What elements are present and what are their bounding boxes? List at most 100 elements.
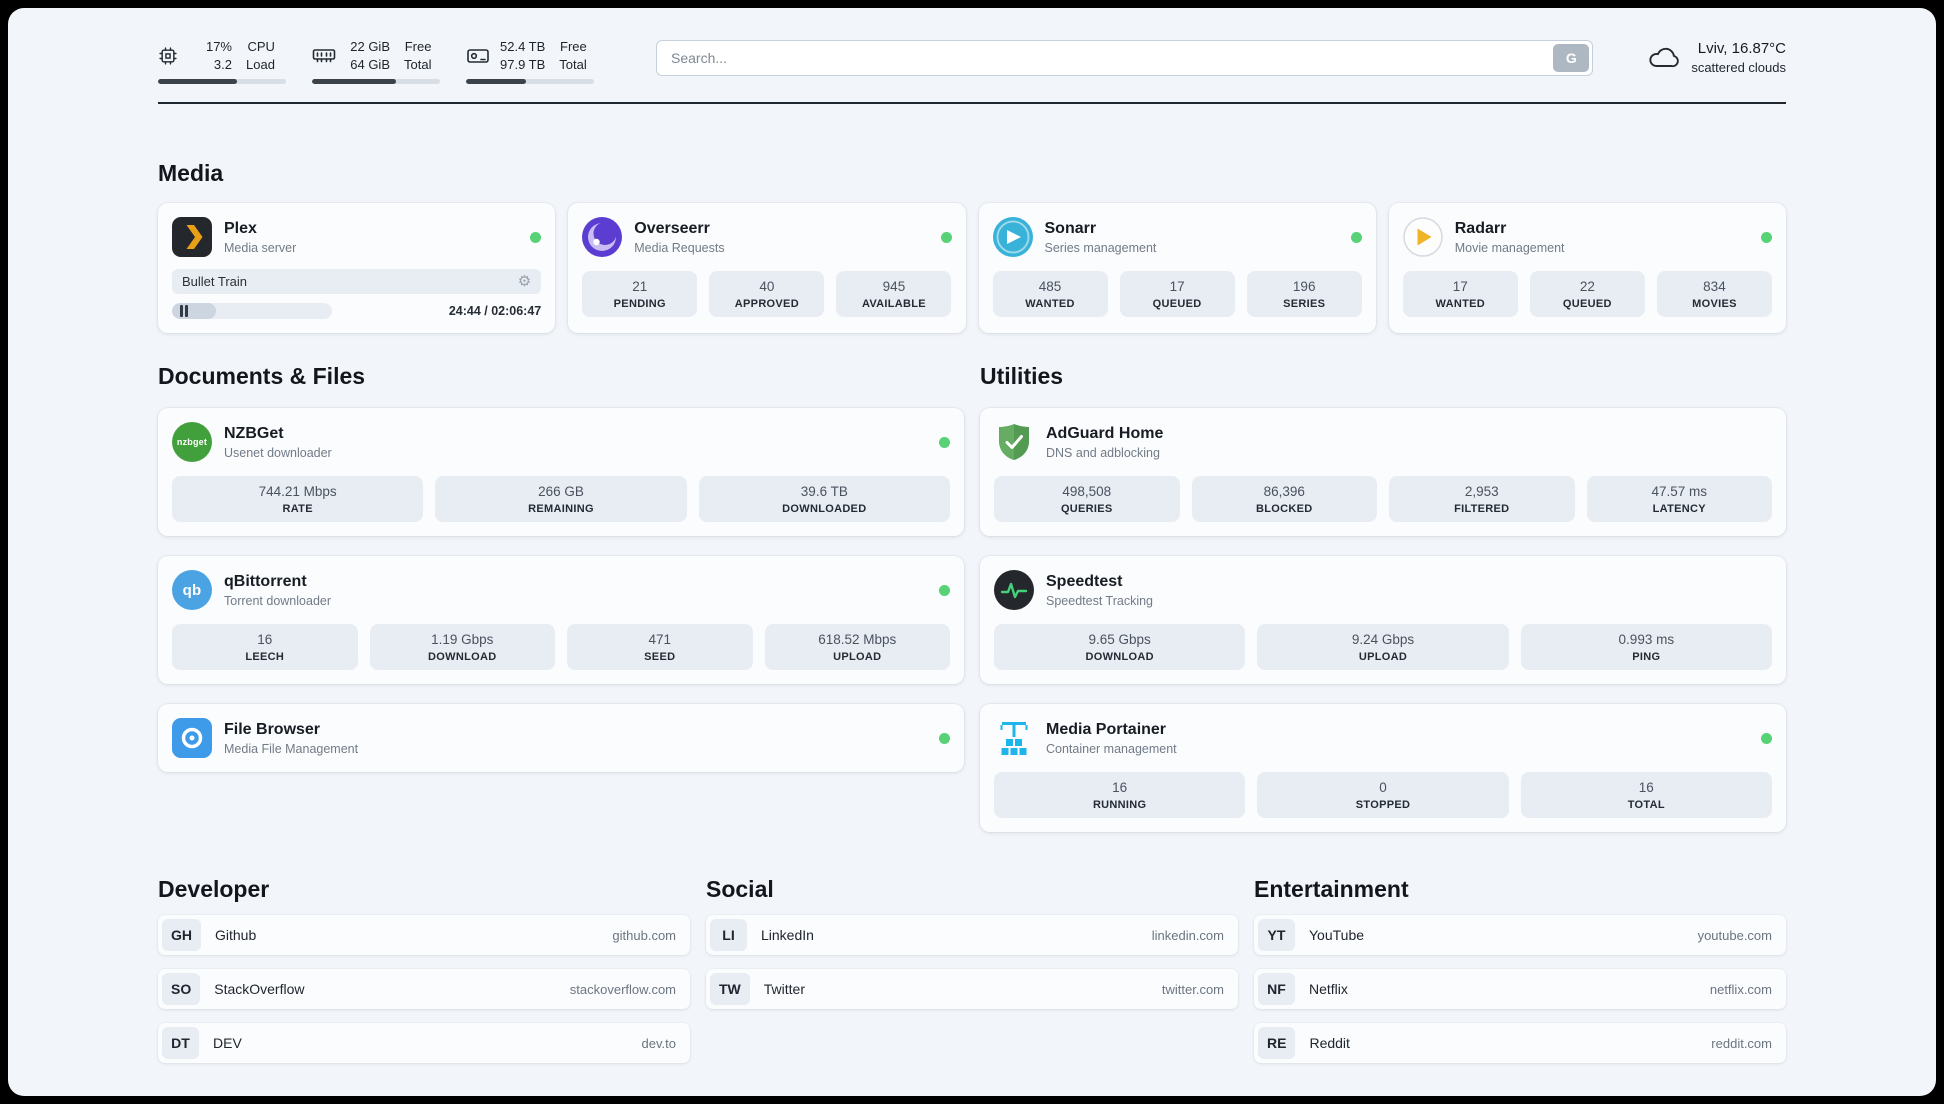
stat-download: 1.19 Gbps DOWNLOAD bbox=[369, 624, 555, 671]
app-subtitle: Container management bbox=[1046, 741, 1177, 756]
app-card-speedtest[interactable]: Speedtest Speedtest Tracking 9.65 Gbps D… bbox=[980, 556, 1786, 685]
weather-text: Lviv, 16.87°C scattered clouds bbox=[1691, 40, 1786, 75]
utilities-column: Utilities AdGuard Home DNS and adblockin… bbox=[980, 363, 1786, 833]
app-subtitle: Media Requests bbox=[634, 240, 725, 255]
link-name: Github bbox=[215, 927, 257, 944]
app-card-plex[interactable]: Plex Media server Bullet Train ⚙ 24:44 /… bbox=[158, 203, 556, 334]
linkedin-badge-icon: LI bbox=[710, 919, 747, 952]
app-meta: Sonarr Series management bbox=[1045, 220, 1157, 255]
disk-total-label: Total bbox=[559, 56, 587, 72]
now-playing-row: Bullet Train ⚙ bbox=[172, 269, 542, 295]
link-domain: reddit.com bbox=[1711, 1035, 1772, 1051]
link-dev[interactable]: DT DEV dev.to bbox=[158, 1023, 690, 1064]
settings-gear-icon[interactable]: ⚙ bbox=[517, 273, 532, 291]
app-meta: AdGuard Home DNS and adblocking bbox=[1046, 425, 1163, 460]
developer-column: Developer GH Github github.com SO StackO… bbox=[158, 876, 690, 1064]
stat-latency: 47.57 ms LATENCY bbox=[1586, 476, 1772, 523]
search-input[interactable] bbox=[656, 40, 1594, 76]
cpu-labels: CPU Load bbox=[246, 38, 275, 73]
app-meta: File Browser Media File Management bbox=[224, 721, 358, 756]
radarr-icon bbox=[1403, 217, 1443, 257]
status-online-dot bbox=[940, 231, 952, 243]
link-reddit[interactable]: RE Reddit reddit.com bbox=[1254, 1023, 1786, 1064]
pause-icon[interactable] bbox=[179, 305, 189, 318]
disk-usage-bar bbox=[466, 79, 594, 85]
link-twitter[interactable]: TW Twitter twitter.com bbox=[706, 969, 1238, 1010]
plex-icon bbox=[172, 217, 212, 258]
stat-upload: 618.52 Mbps UPLOAD bbox=[764, 624, 950, 671]
search-engine-button[interactable]: G bbox=[1553, 44, 1590, 72]
link-linkedin[interactable]: LI LinkedIn linkedin.com bbox=[706, 915, 1238, 956]
section-heading-entertainment: Entertainment bbox=[1254, 876, 1409, 903]
app-card-qbittorrent[interactable]: qb qBittorrent Torrent downloader 16 LEE… bbox=[158, 556, 964, 685]
reddit-badge-icon: RE bbox=[1258, 1027, 1296, 1060]
app-card-portainer[interactable]: Media Portainer Container management 16 … bbox=[980, 704, 1786, 833]
app-subtitle: Speedtest Tracking bbox=[1046, 593, 1154, 608]
stat-ping: 0.993 ms PING bbox=[1520, 624, 1772, 671]
ram-total-label: Total bbox=[404, 56, 432, 72]
weather-widget: Lviv, 16.87°C scattered clouds bbox=[1647, 40, 1786, 75]
nzbget-icon-text: nzbget bbox=[176, 437, 208, 448]
link-name: StackOverflow bbox=[214, 981, 305, 998]
link-name: Netflix bbox=[1309, 981, 1348, 998]
app-card-nzbget[interactable]: nzbget NZBGet Usenet downloader 744.21 M… bbox=[158, 408, 964, 537]
link-netflix[interactable]: NF Netflix netflix.com bbox=[1254, 969, 1786, 1010]
stat-series: 196 SERIES bbox=[1246, 271, 1362, 318]
disk-free-label: Free bbox=[560, 39, 587, 54]
app-subtitle: Series management bbox=[1044, 240, 1157, 255]
stats-row: 16 RUNNING 0 STOPPED 16 TOTAL bbox=[994, 772, 1772, 819]
stat-download: 9.65 Gbps DOWNLOAD bbox=[994, 624, 1246, 671]
app-subtitle: Torrent downloader bbox=[224, 593, 332, 608]
disk-icon bbox=[467, 48, 489, 63]
app-meta: NZBGet Usenet downloader bbox=[224, 425, 332, 460]
stat-filtered: 2,953 FILTERED bbox=[1389, 476, 1575, 523]
app-title: Speedtest bbox=[1046, 572, 1123, 590]
link-github[interactable]: GH Github github.com bbox=[158, 915, 690, 956]
app-card-adguard[interactable]: AdGuard Home DNS and adblocking 498,508 … bbox=[980, 408, 1786, 537]
app-title: qBittorrent bbox=[224, 572, 307, 590]
status-online-dot bbox=[1350, 231, 1362, 243]
qbittorrent-icon: qb bbox=[172, 570, 212, 611]
link-name: DEV bbox=[213, 1035, 242, 1052]
now-playing-title: Bullet Train bbox=[182, 274, 248, 290]
app-meta: Overseerr Media Requests bbox=[634, 220, 724, 255]
link-youtube[interactable]: YT YouTube youtube.com bbox=[1254, 915, 1786, 956]
app-title: Overseerr bbox=[634, 219, 710, 237]
ram-free-label: Free bbox=[404, 39, 432, 54]
stat-movies: 834 MOVIES bbox=[1656, 271, 1772, 318]
header-divider bbox=[158, 102, 1786, 105]
playback-progress-bar[interactable] bbox=[172, 303, 332, 320]
link-domain: youtube.com bbox=[1697, 927, 1772, 943]
ram-metric: 22 GiB 64 GiB Free Total bbox=[312, 38, 440, 85]
stat-leech: 16 LEECH bbox=[172, 624, 358, 671]
disk-values: 52.4 TB 97.9 TB bbox=[500, 38, 545, 73]
stats-row: 21 PENDING 40 APPROVED 945 AVAILABLE bbox=[582, 271, 952, 318]
app-meta: qBittorrent Torrent downloader bbox=[224, 573, 331, 608]
app-title: Media Portainer bbox=[1046, 720, 1167, 738]
stat-approved: 40 APPROVED bbox=[709, 271, 825, 318]
section-heading-media: Media bbox=[158, 160, 224, 187]
app-card-filebrowser[interactable]: File Browser Media File Management bbox=[158, 704, 964, 773]
social-column: Social LI LinkedIn linkedin.com TW Twitt… bbox=[706, 876, 1238, 1063]
stackoverflow-badge-icon: SO bbox=[162, 973, 201, 1006]
link-name: Reddit bbox=[1309, 1035, 1350, 1052]
section-heading-utilities: Utilities bbox=[980, 363, 1064, 390]
app-card-radarr[interactable]: Radarr Movie management 17 WANTED 22 QUE… bbox=[1388, 203, 1786, 334]
ram-labels: Free Total bbox=[404, 38, 431, 73]
stats-row: 744.21 Mbps RATE 266 GB REMAINING 39.6 T… bbox=[172, 476, 950, 523]
app-meta: Plex Media server bbox=[224, 220, 296, 255]
app-subtitle: Media server bbox=[224, 240, 297, 255]
stats-row: 498,508 QUERIES 86,396 BLOCKED 2,953 FIL… bbox=[994, 476, 1772, 523]
cpu-load-label: Load bbox=[246, 56, 275, 72]
link-stackoverflow[interactable]: SO StackOverflow stackoverflow.com bbox=[158, 969, 690, 1010]
section-heading-developer: Developer bbox=[158, 876, 270, 903]
app-title: File Browser bbox=[224, 720, 321, 738]
cpu-usage-bar bbox=[158, 79, 286, 85]
section-heading-documents: Documents & Files bbox=[158, 363, 366, 390]
link-domain: stackoverflow.com bbox=[569, 981, 676, 997]
middle-grid: Documents & Files nzbget NZBGet Usenet d… bbox=[158, 363, 1786, 833]
media-card-grid: Plex Media server Bullet Train ⚙ 24:44 /… bbox=[158, 203, 1786, 334]
app-card-overseerr[interactable]: Overseerr Media Requests 21 PENDING 40 A… bbox=[568, 203, 966, 334]
portainer-icon bbox=[994, 718, 1034, 758]
app-card-sonarr[interactable]: Sonarr Series management 485 WANTED 17 Q… bbox=[978, 203, 1376, 334]
